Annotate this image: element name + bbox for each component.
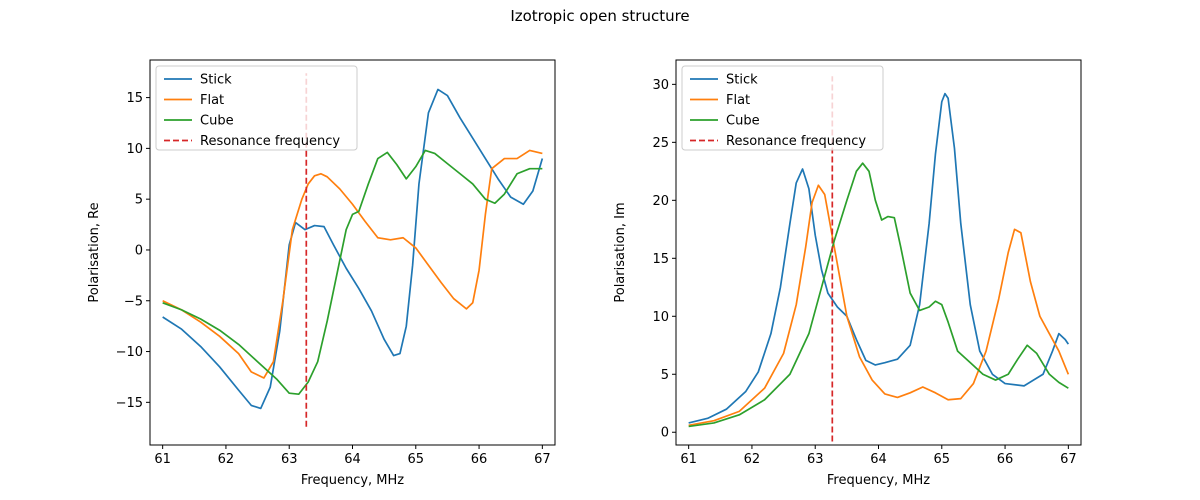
y-tick-label: −10 [116, 345, 143, 360]
x-tick-label: 63 [807, 452, 824, 467]
series-line-flat [688, 184, 1070, 427]
y-tick-label: 0 [135, 243, 143, 258]
legend-label: Stick [200, 73, 232, 88]
y-tick-label: −15 [116, 396, 143, 411]
y-axis-label: Polarisation, Im [613, 202, 628, 302]
right-chart-panel: 61 62 63 64 65 66 67 0 5 10 15 20 25 30 Frequency, MHz… [613, 59, 1082, 488]
x-tick-label: 67 [534, 452, 551, 467]
legend-label: Resonance frequency [200, 134, 340, 149]
y-tick-label: 10 [652, 310, 669, 325]
y-tick-label: 0 [661, 426, 669, 441]
x-tick-label: 64 [344, 452, 361, 467]
x-tick-label: 61 [154, 452, 171, 467]
y-tick-label: 5 [135, 193, 143, 208]
y-tick-label: 15 [652, 252, 669, 267]
plot-area [162, 73, 544, 427]
x-tick-label: 61 [680, 452, 697, 467]
series-line-cube [162, 149, 543, 396]
y-tick-label: 10 [126, 142, 143, 157]
x-tick-label: 62 [218, 452, 235, 467]
x-tick-label: 64 [870, 452, 887, 467]
series-line-stick [162, 88, 544, 410]
legend-box [681, 65, 884, 151]
x-tick-label: 67 [1060, 452, 1077, 467]
x-tick-label: 63 [281, 452, 298, 467]
legend: Stick Flat Cube Resonance frequency [681, 65, 884, 151]
legend-label: Cube [200, 114, 234, 129]
x-tick-label: 62 [744, 452, 761, 467]
x-axis-label: Frequency, MHz [301, 473, 404, 488]
y-tick-label: 5 [661, 368, 669, 383]
legend-label: Flat [200, 93, 224, 108]
legend-label: Flat [726, 93, 750, 108]
y-tick-label: −5 [124, 294, 143, 309]
figure-title: Izotropic open structure [510, 7, 689, 25]
legend-label: Stick [726, 73, 758, 88]
legend-label: Resonance frequency [726, 134, 866, 149]
y-tick-label: 20 [652, 194, 669, 209]
y-tick-label: 15 [126, 91, 143, 106]
legend-label: Cube [726, 114, 760, 129]
x-tick-label: 66 [997, 452, 1014, 467]
series-line-cube [688, 162, 1069, 428]
left-chart-panel: 61 62 63 64 65 66 67 −15 −10 −5 0 5 10 15 Frequency, M… [87, 59, 556, 488]
plot-area [688, 76, 1070, 442]
x-tick-label: 65 [408, 452, 425, 467]
x-axis-label: Frequency, MHz [827, 473, 930, 488]
legend: Stick Flat Cube Resonance frequency [155, 65, 358, 151]
legend-box [155, 65, 358, 151]
x-tick-label: 66 [471, 452, 488, 467]
series-line-flat [162, 149, 543, 379]
y-axis-label: Polarisation, Re [87, 202, 102, 302]
x-tick-label: 65 [934, 452, 951, 467]
y-tick-label: 25 [652, 136, 669, 151]
y-tick-label: 30 [652, 78, 669, 93]
